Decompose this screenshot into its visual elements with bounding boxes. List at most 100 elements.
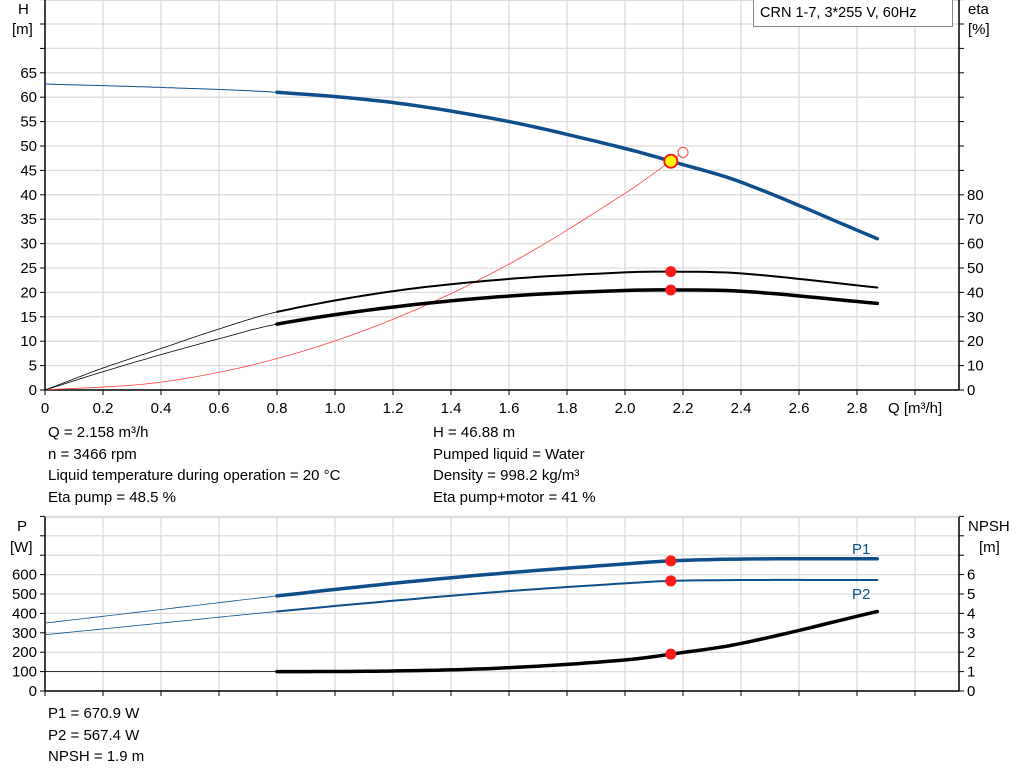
eta-pump-curve-thin [44, 311, 278, 391]
x-tick-label: 0.2 [93, 400, 114, 417]
y2-tick-label: 70 [967, 211, 984, 228]
y2-tick-label: 2 [967, 644, 975, 661]
y-tick-label: 15 [20, 309, 37, 326]
bottom-grid: 0 100 200 300 400 500 600 0 1 2 3 4 5 6 [12, 515, 975, 700]
x-tick-label: 0 [41, 400, 49, 417]
info-top-left: Q = 2.158 m³/h n = 3466 rpm Liquid tempe… [48, 422, 340, 508]
top-y2label-1: eta [968, 1, 990, 18]
y-tick-label: 400 [12, 605, 37, 622]
x-tick-label: 1.6 [499, 400, 520, 417]
bottom-ylabel-2: [W] [10, 539, 33, 556]
y2-tick-label: 5 [967, 586, 975, 603]
npsh-curve [275, 609, 880, 674]
p1-series-label: P1 [852, 541, 870, 558]
top-grid: 0 5 10 15 20 25 30 35 40 45 50 55 60 65 0 10 20 30 40 50 60 7… [20, 0, 984, 417]
y2-tick-label: 10 [967, 358, 984, 375]
info-npsh: NPSH = 1.9 m [48, 748, 145, 765]
y2-tick-label: 3 [967, 625, 975, 642]
x-tick-label: 2.8 [847, 400, 868, 417]
info-bottom: P1 = 670.9 W P2 = 567.4 W NPSH = 1.9 m [48, 703, 144, 768]
chart-title: CRN 1-7, 3*255 V, 60Hz [753, 0, 953, 27]
x-tick-label: 1.8 [557, 400, 578, 417]
y-tick-label: 100 [12, 664, 37, 681]
info-pumped-liquid: Pumped liquid = Water [433, 445, 585, 463]
eta-pump-motor-curve-thin [44, 323, 278, 391]
y2-tick-label: 20 [967, 333, 984, 350]
bottom-ylabel-1: P [17, 518, 27, 535]
y-tick-label: 500 [12, 586, 37, 603]
x-tick-label: 0.8 [267, 400, 288, 417]
x-tick-label: 2.0 [615, 400, 636, 417]
axis-labels: H [m] eta [%] Q [m³/h] P [W] NPSH [m] P1… [10, 1, 1010, 603]
y-tick-label: 0 [29, 382, 37, 399]
top-ylabel-1: H [18, 1, 29, 18]
y-tick-label: 30 [20, 236, 37, 253]
eta-pump-curve [276, 270, 879, 313]
p1-curve [275, 556, 880, 598]
x-tick-label: 0.6 [209, 400, 230, 417]
eta-pump-motor-duty-marker [665, 284, 677, 296]
y-tick-label: 200 [12, 644, 37, 661]
info-p1: P1 = 670.9 W [48, 705, 140, 722]
y2-tick-label: 4 [967, 605, 975, 622]
info-head: H = 46.88 m [433, 424, 516, 441]
eta-pump-duty-marker [665, 266, 677, 278]
top-y2label-2: [%] [968, 21, 990, 38]
bottom-y2label-2: [m] [979, 539, 1000, 556]
y-tick-label: 5 [29, 358, 37, 375]
curves [44, 83, 880, 674]
top-ylabel-2: [m] [12, 21, 33, 38]
x-tick-label: 1.2 [383, 400, 404, 417]
info-eta-pump-motor: Eta pump+motor = 41 % [433, 488, 596, 506]
p2-series-label: P2 [852, 586, 870, 603]
info-flow: Q = 2.158 m³/h [48, 424, 149, 441]
y-tick-label: 0 [29, 683, 37, 700]
x-axis-label: Q [m³/h] [888, 400, 942, 417]
info-p2: P2 = 567.4 W [48, 726, 140, 744]
y2-tick-label: 0 [967, 382, 975, 399]
info-eta-pump: Eta pump = 48.5 % [48, 488, 176, 506]
x-tick-label: 2.4 [731, 400, 752, 417]
y-tick-label: 40 [20, 187, 37, 204]
p2-curve-thin [44, 611, 278, 636]
y2-tick-label: 80 [967, 187, 984, 204]
y-tick-label: 20 [20, 284, 37, 301]
y-tick-label: 600 [12, 567, 37, 584]
x-tick-label: 0.4 [151, 400, 172, 417]
system-curve-line [44, 151, 684, 391]
y-tick-label: 50 [20, 138, 37, 155]
info-liquid-temp: Liquid temperature during operation = 20… [48, 467, 341, 484]
p2-curve [276, 578, 879, 613]
bottom-y2label-1: NPSH [968, 518, 1010, 535]
y2-tick-label: 40 [967, 284, 984, 301]
head-curve [275, 90, 880, 241]
info-top-right: H = 46.88 m Pumped liquid = Water Densit… [433, 422, 596, 508]
npsh-duty-marker [665, 648, 677, 660]
y-tick-label: 60 [20, 89, 37, 106]
info-speed: n = 3466 rpm [48, 445, 137, 463]
y-tick-label: 65 [20, 65, 37, 82]
y-tick-label: 35 [20, 211, 37, 228]
info-density: Density = 998.2 kg/m³ [433, 467, 580, 484]
p1-curve-thin [44, 595, 278, 624]
head-curve-thin [44, 83, 278, 93]
y2-tick-label: 1 [967, 664, 975, 681]
y2-tick-label: 30 [967, 309, 984, 326]
x-tick-label: 1.0 [325, 400, 346, 417]
y2-tick-label: 60 [967, 236, 984, 253]
requested-point-marker [677, 146, 689, 158]
y-tick-label: 10 [20, 333, 37, 350]
p2-duty-marker [665, 575, 677, 587]
y2-tick-label: 0 [967, 683, 975, 700]
x-tick-label: 2.6 [789, 400, 810, 417]
x-tick-label: 2.2 [673, 400, 694, 417]
x-tick-label: 1.4 [441, 400, 462, 417]
y-tick-label: 25 [20, 260, 37, 277]
duty-point-marker [663, 153, 679, 169]
y-tick-label: 300 [12, 625, 37, 642]
eta-pump-motor-curve [275, 288, 880, 326]
y-tick-label: 45 [20, 162, 37, 179]
y2-tick-label: 6 [967, 567, 975, 584]
p1-duty-marker [665, 555, 677, 567]
